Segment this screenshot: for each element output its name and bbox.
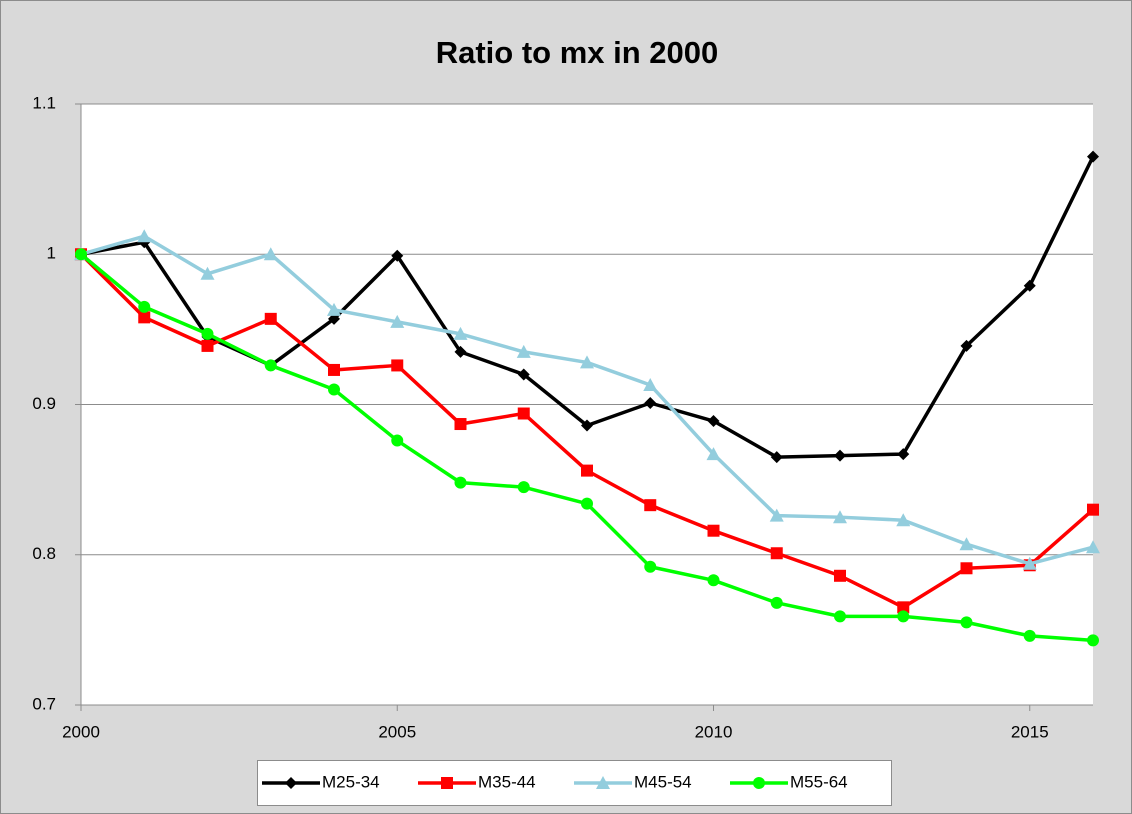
- data-point: [1023, 279, 1036, 292]
- data-point: [391, 434, 404, 447]
- data-point: [391, 249, 404, 262]
- data-point: [707, 524, 720, 537]
- data-point: [897, 601, 910, 614]
- data-point: [454, 418, 467, 431]
- legend-label: M25-34: [322, 772, 380, 791]
- data-point: [264, 312, 277, 325]
- data-point: [959, 537, 974, 551]
- data-point: [517, 368, 530, 381]
- data-point: [644, 560, 657, 573]
- data-point: [643, 377, 658, 391]
- data-point: [327, 302, 341, 316]
- legend-label: M55-64: [790, 772, 848, 791]
- data-point: [201, 327, 214, 340]
- data-point: [706, 447, 721, 461]
- data-point: [1087, 503, 1099, 516]
- data-point: [769, 508, 784, 522]
- x-tick-label: 2015: [1011, 722, 1049, 741]
- data-point: [1087, 634, 1099, 647]
- x-tick-label: 2000: [62, 722, 100, 741]
- legend-label: M35-44: [478, 772, 536, 791]
- data-point: [834, 610, 846, 623]
- data-point: [516, 344, 531, 358]
- data-point: [960, 616, 973, 629]
- y-tick-label: 1.1: [32, 93, 56, 112]
- data-point: [1087, 150, 1099, 163]
- data-point: [581, 464, 593, 477]
- data-point: [707, 415, 720, 428]
- legend-marker: [441, 777, 453, 789]
- data-point: [580, 355, 594, 369]
- data-point: [644, 499, 657, 512]
- data-point: [453, 326, 468, 340]
- data-point: [517, 481, 530, 494]
- data-point: [201, 339, 214, 352]
- data-point: [328, 383, 340, 396]
- data-point: [581, 497, 593, 510]
- x-tick-label: 2005: [378, 722, 416, 741]
- data-point: [391, 359, 404, 372]
- data-point: [328, 312, 340, 325]
- legend-label: M45-54: [634, 772, 692, 791]
- data-point: [137, 229, 152, 243]
- data-point: [581, 419, 593, 432]
- data-point: [896, 513, 911, 527]
- data-point: [1023, 629, 1036, 642]
- y-tick-label: 0.7: [32, 694, 56, 713]
- data-point: [770, 596, 783, 609]
- legend-marker: [753, 777, 765, 789]
- data-point: [644, 396, 657, 409]
- data-point: [897, 448, 910, 461]
- data-point: [200, 266, 215, 280]
- y-tick-label: 0.9: [32, 394, 56, 413]
- data-point: [833, 510, 847, 524]
- data-point: [264, 359, 277, 372]
- data-point: [960, 562, 973, 575]
- data-point: [707, 574, 720, 587]
- data-point: [138, 311, 151, 324]
- data-point: [263, 247, 278, 261]
- data-point: [138, 300, 151, 313]
- data-point: [517, 407, 530, 420]
- data-point: [770, 451, 783, 464]
- data-point: [834, 569, 846, 582]
- data-point: [960, 339, 973, 352]
- data-point: [390, 314, 405, 328]
- data-point: [75, 248, 87, 261]
- legend-marker: [285, 777, 297, 789]
- x-tick-label: 2010: [695, 722, 733, 741]
- data-point: [834, 449, 846, 462]
- y-tick-label: 1: [47, 244, 56, 263]
- data-point: [770, 547, 783, 560]
- data-point: [897, 610, 910, 623]
- data-point: [1022, 556, 1037, 570]
- data-point: [328, 363, 340, 376]
- data-point: [454, 476, 467, 489]
- chart-title: Ratio to mx in 2000: [436, 35, 719, 70]
- data-point: [1086, 540, 1100, 554]
- y-tick-label: 0.8: [32, 544, 56, 563]
- legend-marker: [596, 776, 610, 789]
- data-point: [454, 345, 467, 358]
